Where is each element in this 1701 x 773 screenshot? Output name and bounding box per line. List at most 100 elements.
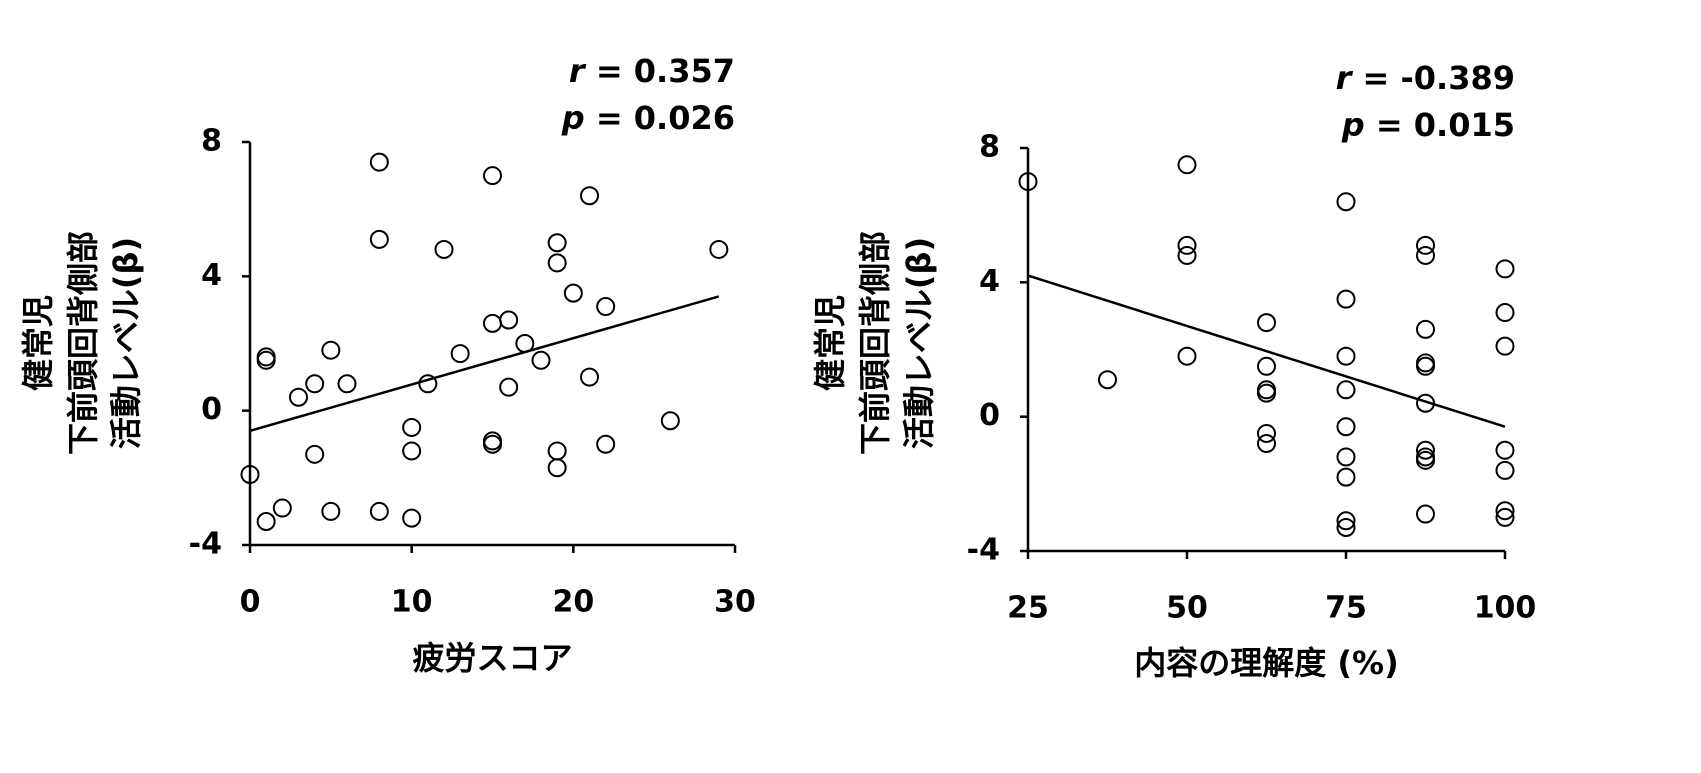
- point: [1336, 417, 1356, 437]
- point: [256, 511, 276, 531]
- y-tick-label: -4: [189, 527, 222, 562]
- point: [1336, 467, 1356, 487]
- point: [1257, 356, 1276, 376]
- annotation-var: r: [1336, 59, 1354, 97]
- point: [483, 434, 502, 454]
- point: [1177, 235, 1197, 255]
- point: [1416, 450, 1435, 470]
- point: [547, 233, 567, 253]
- point: [1177, 346, 1197, 366]
- trend-line: [1027, 274, 1506, 428]
- point: [1416, 319, 1435, 339]
- y-tick-label: 4: [201, 258, 222, 293]
- point: [1416, 393, 1435, 413]
- point: [547, 253, 567, 273]
- point: [1495, 303, 1515, 323]
- point: [1336, 192, 1356, 212]
- point: [1416, 356, 1435, 376]
- y-axis-label: 健常児: [19, 295, 57, 391]
- point: [1495, 336, 1515, 356]
- x-tick-label: 50: [1166, 591, 1208, 626]
- point: [402, 441, 422, 461]
- point: [272, 498, 292, 518]
- x-tick-label: 30: [714, 585, 756, 620]
- x-tick-label: 100: [1474, 591, 1537, 626]
- point: [709, 239, 729, 259]
- point: [1257, 383, 1276, 403]
- y-tick-label: 8: [979, 130, 1000, 165]
- y-axis-label: 活動レベル(β): [107, 237, 145, 449]
- point: [369, 229, 389, 249]
- point: [1495, 507, 1515, 527]
- point: [1257, 313, 1276, 333]
- point: [1416, 245, 1435, 265]
- point: [1495, 501, 1515, 521]
- point: [305, 444, 325, 464]
- y-axis-label: 下前頭回背側部: [64, 231, 102, 455]
- x-tick-label: 20: [552, 585, 594, 620]
- point: [240, 464, 260, 484]
- y-tick-label: 4: [979, 264, 1000, 299]
- point: [499, 377, 519, 397]
- x-tick-label: 0: [240, 585, 261, 620]
- point: [531, 350, 551, 370]
- point: [1495, 259, 1515, 279]
- x-tick-label: 25: [1007, 591, 1049, 626]
- point: [580, 186, 599, 206]
- point: [547, 441, 567, 461]
- point: [289, 387, 308, 407]
- point: [1336, 517, 1356, 537]
- annotation-var: p: [561, 99, 585, 137]
- annotation: p = 0.015: [1341, 106, 1515, 144]
- point: [1416, 504, 1435, 524]
- x-tick-label: 10: [391, 585, 433, 620]
- point: [418, 374, 438, 394]
- point: [660, 411, 680, 431]
- point: [434, 239, 454, 259]
- y-tick-label: 0: [979, 398, 1000, 433]
- point: [305, 374, 325, 394]
- y-tick-label: -4: [967, 533, 1000, 568]
- point: [337, 374, 357, 394]
- point: [369, 501, 389, 521]
- y-tick-label: 0: [201, 392, 222, 427]
- annotation: p = 0.026: [561, 99, 735, 137]
- point: [1336, 346, 1356, 366]
- annotation-var: p: [1341, 106, 1365, 144]
- annotation-text: = 0.015: [1365, 106, 1515, 144]
- point: [1416, 235, 1435, 255]
- y-axis-label: 下前頭回背側部: [856, 231, 894, 455]
- point: [402, 508, 422, 528]
- x-axis-label: 疲労スコア: [412, 639, 572, 677]
- point: [321, 340, 341, 360]
- point: [1495, 440, 1515, 460]
- point: [450, 344, 470, 364]
- point: [1336, 447, 1356, 467]
- point: [596, 297, 616, 317]
- annotation-var: r: [569, 52, 587, 90]
- annotation: r = 0.357: [569, 52, 735, 90]
- point: [499, 310, 519, 330]
- point: [1098, 370, 1117, 390]
- point: [402, 417, 422, 437]
- annotation-text: = 0.026: [585, 99, 735, 137]
- point: [1416, 440, 1435, 460]
- point: [1257, 434, 1276, 454]
- annotation-text: = -0.389: [1351, 59, 1515, 97]
- point: [256, 350, 276, 370]
- point: [1336, 511, 1356, 531]
- point: [1177, 155, 1197, 175]
- point: [515, 334, 535, 353]
- annotation-text: = 0.357: [585, 52, 735, 90]
- point: [1018, 172, 1038, 192]
- trend-line: [249, 295, 720, 433]
- point: [1336, 380, 1356, 400]
- point: [1257, 423, 1276, 443]
- point: [580, 367, 599, 387]
- point: [321, 501, 341, 521]
- point: [547, 458, 567, 478]
- y-axis-label: 活動レベル(β): [900, 237, 938, 449]
- x-axis-label: 内容の理解度 (%): [1134, 644, 1398, 682]
